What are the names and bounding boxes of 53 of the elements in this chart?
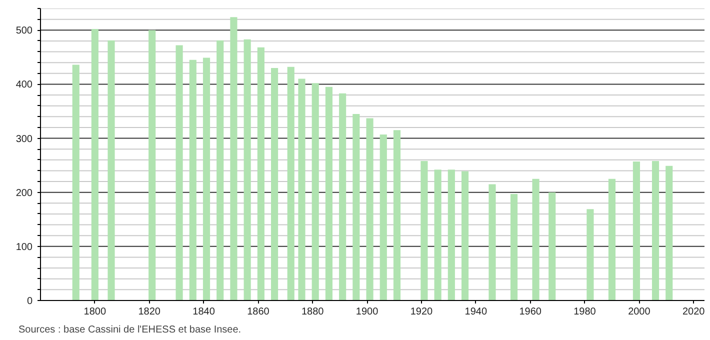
x-tick-label: 2000 <box>628 306 651 318</box>
bar <box>652 160 660 300</box>
bar <box>510 194 518 300</box>
x-tick-label: 1940 <box>464 306 488 318</box>
bar <box>434 170 442 300</box>
bar <box>287 66 294 300</box>
x-tick-label: 1880 <box>302 306 324 318</box>
bar <box>257 47 264 300</box>
bar <box>325 86 332 300</box>
y-tick-label: 200 <box>16 188 33 199</box>
bar <box>72 64 80 300</box>
bar <box>244 39 251 300</box>
bar <box>608 178 616 300</box>
bar <box>108 40 115 300</box>
x-tick-label: 1800 <box>84 306 106 318</box>
y-tick-label: 300 <box>16 134 33 145</box>
bar <box>586 209 594 300</box>
source-note: Sources : base Cassini de l'EHESS et base Insee. <box>18 324 242 336</box>
bar <box>189 60 196 300</box>
bar <box>548 192 556 300</box>
x-tick-label: 1920 <box>410 306 434 318</box>
bar <box>298 78 306 300</box>
x-tick-label: 1960 <box>519 306 542 318</box>
bar <box>270 68 278 300</box>
bar <box>339 93 346 300</box>
bar <box>393 130 401 300</box>
bar <box>461 171 469 300</box>
bar <box>148 30 156 300</box>
x-tick-label: 1860 <box>247 306 270 318</box>
x-tick-label: 2020 <box>682 306 706 318</box>
bar <box>448 170 455 300</box>
bar <box>366 118 374 300</box>
x-tick-label: 1900 <box>356 306 379 318</box>
bar <box>352 114 360 300</box>
x-tick-label: 1840 <box>192 306 216 318</box>
bar <box>176 45 183 300</box>
y-tick-label: 500 <box>16 26 33 37</box>
bar <box>666 166 673 300</box>
bar <box>420 160 428 300</box>
x-tick-label: 1820 <box>138 306 161 318</box>
bar <box>532 178 540 300</box>
bar <box>380 134 387 300</box>
bar <box>91 29 98 300</box>
bar <box>488 184 496 300</box>
y-tick-label: 400 <box>16 80 33 91</box>
x-tick-label: 1980 <box>574 306 596 318</box>
y-tick-label: 100 <box>16 242 33 253</box>
bar <box>632 162 640 300</box>
bar <box>312 83 319 300</box>
bar <box>202 58 210 300</box>
y-tick-label: 0 <box>26 296 33 307</box>
bar <box>216 40 224 300</box>
bar <box>230 17 238 300</box>
